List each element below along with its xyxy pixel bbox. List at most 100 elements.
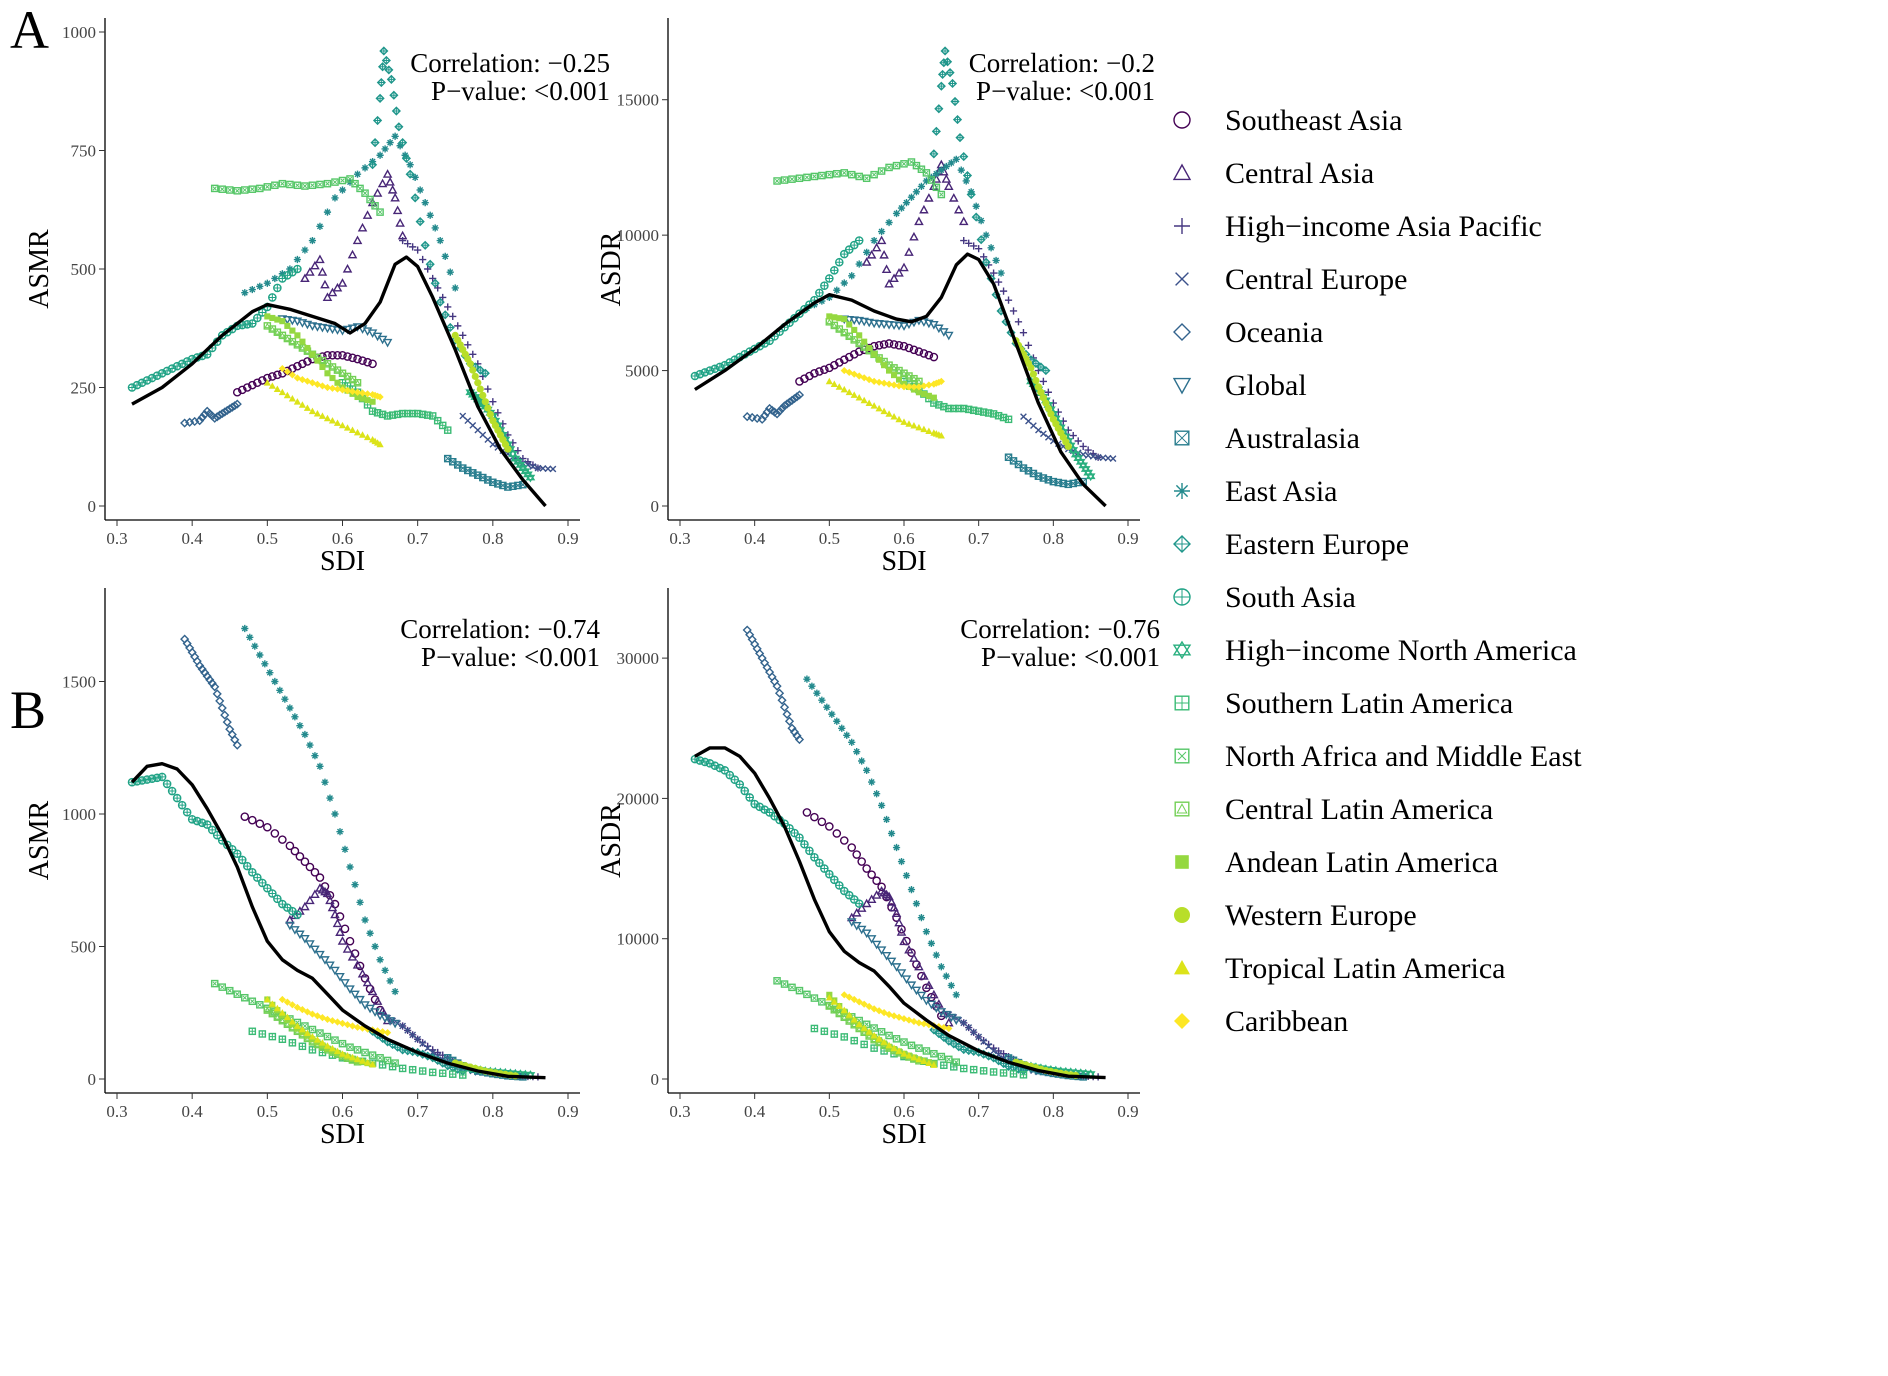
data-point <box>947 981 955 990</box>
data-point <box>330 966 340 976</box>
data-point <box>907 193 916 201</box>
data-point <box>907 886 916 894</box>
data-point <box>390 1019 400 1029</box>
correlation-text: Correlation: −0.2 <box>969 48 1155 78</box>
data-point <box>368 359 377 369</box>
data-point <box>881 264 892 274</box>
data-point <box>379 46 389 56</box>
data-point <box>892 209 901 218</box>
data-point <box>333 1047 342 1055</box>
x-tick-label: 0.5 <box>819 529 840 548</box>
data-point <box>242 383 252 392</box>
data-point <box>248 185 257 193</box>
data-point <box>942 162 950 171</box>
pvalue-text: P−value: <0.001 <box>976 76 1155 106</box>
data-point <box>865 1028 873 1035</box>
legend-item: South Asia <box>1173 581 1356 614</box>
data-point <box>904 944 914 954</box>
data-point <box>803 675 811 683</box>
data-point <box>872 876 881 886</box>
data-point <box>871 242 882 252</box>
data-point <box>351 881 359 889</box>
legend-item: Central Latin America <box>1174 793 1493 826</box>
data-point <box>396 142 404 150</box>
data-point <box>889 340 899 349</box>
data-point <box>971 212 981 222</box>
data-point <box>319 363 326 371</box>
data-point <box>323 179 332 188</box>
data-point <box>924 193 934 202</box>
data-point <box>924 980 934 990</box>
data-point <box>925 427 933 434</box>
data-point <box>947 78 958 89</box>
data-point <box>418 1067 427 1075</box>
data-point <box>844 890 854 900</box>
legend-marker <box>1174 748 1190 764</box>
data-point <box>952 155 960 163</box>
legend-label: Oceania <box>1225 316 1323 349</box>
data-point <box>860 1040 868 1049</box>
data-point <box>256 282 264 290</box>
data-point <box>990 1047 997 1055</box>
data-point <box>449 312 457 320</box>
data-point <box>795 986 804 995</box>
panel-letter-a: A <box>10 0 49 60</box>
data-point <box>929 149 939 159</box>
data-point <box>917 182 926 190</box>
data-point <box>976 235 986 245</box>
data-point <box>459 1071 467 1079</box>
y-tick-label: 0 <box>88 1070 97 1089</box>
data-point <box>242 861 252 871</box>
data-point <box>301 246 309 254</box>
data-point <box>270 829 280 838</box>
data-point <box>910 1053 918 1061</box>
data-point <box>308 1033 317 1040</box>
data-point <box>323 414 332 422</box>
data-point <box>752 413 762 424</box>
x-tick-label: 0.6 <box>893 529 914 548</box>
y-tick-label: 1500 <box>62 673 96 692</box>
data-point <box>1009 1070 1018 1078</box>
data-point <box>446 268 454 276</box>
data-point <box>263 995 271 1003</box>
data-point <box>859 317 869 327</box>
data-point <box>476 385 484 393</box>
data-point <box>303 404 312 411</box>
data-point <box>316 1029 324 1037</box>
data-point <box>212 689 222 699</box>
data-point <box>862 174 871 183</box>
data-point <box>851 907 862 917</box>
smooth-fit-line <box>131 255 547 508</box>
data-point <box>825 170 834 179</box>
data-point <box>268 293 277 302</box>
data-point <box>919 971 929 980</box>
data-point <box>256 184 264 193</box>
data-point <box>937 166 945 174</box>
data-point <box>414 246 422 254</box>
data-point <box>481 398 489 406</box>
data-point <box>825 994 833 1001</box>
data-point <box>878 227 886 236</box>
data-point <box>323 1032 332 1041</box>
data-point <box>278 1035 287 1044</box>
x-tick-label: 0.4 <box>182 529 204 548</box>
data-point <box>871 890 882 899</box>
legend-marker <box>1175 272 1189 286</box>
data-point <box>346 175 354 183</box>
x-tick-label: 0.5 <box>819 1102 840 1121</box>
data-point <box>285 921 295 931</box>
series-central-asia <box>285 883 393 1025</box>
data-point <box>788 175 796 183</box>
data-point <box>438 421 447 430</box>
data-point <box>355 961 365 971</box>
data-point <box>217 703 227 713</box>
data-point <box>930 1049 938 1058</box>
data-point <box>894 268 904 277</box>
data-point <box>353 354 362 364</box>
data-point <box>890 372 898 379</box>
data-point <box>331 810 339 818</box>
data-point <box>909 953 919 962</box>
data-point <box>969 1065 978 1074</box>
data-point <box>263 279 271 287</box>
legend-marker <box>1174 483 1190 499</box>
